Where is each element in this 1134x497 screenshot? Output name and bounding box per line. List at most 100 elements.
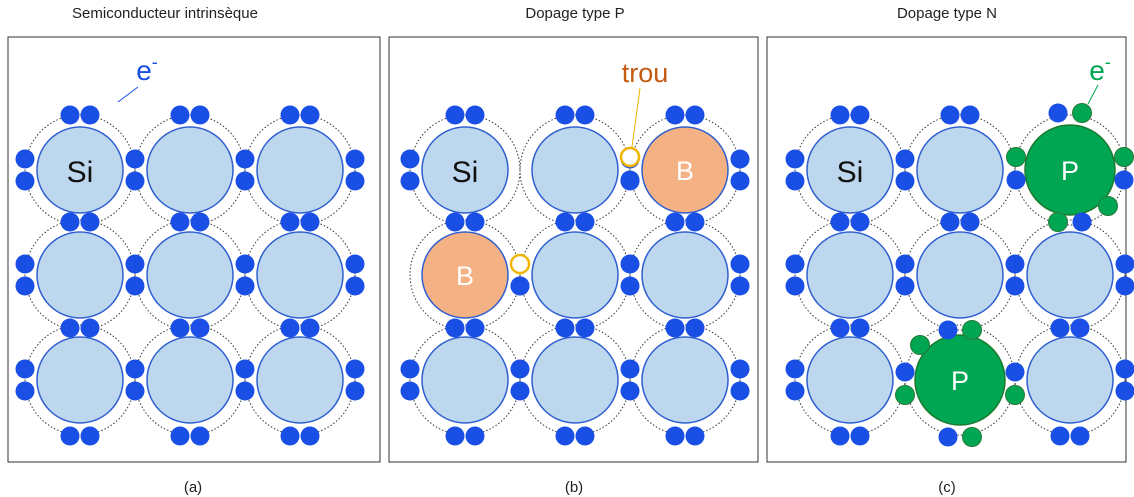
electron — [400, 171, 420, 191]
electron — [620, 276, 640, 296]
electron — [1115, 276, 1134, 296]
electron — [575, 105, 595, 125]
electron — [15, 381, 35, 401]
electron-label: e- — [136, 52, 158, 86]
electron — [785, 171, 805, 191]
electron — [895, 276, 915, 296]
electron — [730, 359, 750, 379]
orbit — [1014, 219, 1126, 331]
electron — [60, 426, 80, 446]
panel-frame — [766, 36, 1127, 463]
electron — [685, 318, 705, 338]
electron — [1006, 147, 1026, 167]
atom — [531, 126, 619, 214]
electron — [465, 318, 485, 338]
electron — [938, 320, 958, 340]
electron — [190, 318, 210, 338]
electron — [1048, 212, 1068, 232]
electron — [1048, 103, 1068, 123]
electron — [510, 276, 530, 296]
electron — [445, 212, 465, 232]
electron — [785, 149, 805, 169]
atom — [256, 336, 344, 424]
atom — [1026, 231, 1114, 319]
atom — [806, 336, 894, 424]
electron — [1005, 362, 1025, 382]
electron — [235, 149, 255, 169]
electron — [60, 212, 80, 232]
electron — [730, 171, 750, 191]
electron — [235, 171, 255, 191]
atom — [421, 126, 509, 214]
panel-caption: (b) — [565, 479, 583, 496]
electron — [1115, 381, 1134, 401]
electron-symbol: e — [1089, 55, 1105, 86]
orbit — [629, 219, 741, 331]
hole — [509, 253, 531, 275]
electron — [960, 105, 980, 125]
electron — [895, 385, 915, 405]
electron — [170, 212, 190, 232]
electron — [170, 105, 190, 125]
electron — [125, 381, 145, 401]
pointer — [1087, 84, 1099, 105]
electron — [1115, 359, 1134, 379]
electron — [1006, 170, 1026, 190]
electron — [940, 212, 960, 232]
electron — [575, 318, 595, 338]
panel-frame — [7, 36, 381, 463]
electron — [575, 426, 595, 446]
electron — [15, 149, 35, 169]
electron — [1070, 318, 1090, 338]
atom — [531, 336, 619, 424]
electron — [685, 426, 705, 446]
electron — [685, 105, 705, 125]
electron — [555, 318, 575, 338]
electron — [785, 359, 805, 379]
electron — [345, 171, 365, 191]
orbit — [244, 219, 356, 331]
electron — [1005, 254, 1025, 274]
electron — [465, 105, 485, 125]
atom-label: Si — [452, 156, 479, 189]
electron — [555, 105, 575, 125]
dopant-label: P — [1061, 156, 1079, 186]
electron — [1050, 426, 1070, 446]
orbit — [244, 324, 356, 436]
orbit — [629, 114, 741, 226]
electron — [685, 212, 705, 232]
atom — [806, 231, 894, 319]
electron — [665, 318, 685, 338]
atom — [146, 231, 234, 319]
electron — [938, 427, 958, 447]
electron — [510, 359, 530, 379]
electron — [1072, 103, 1092, 123]
electron — [345, 381, 365, 401]
electron — [235, 381, 255, 401]
atom — [806, 126, 894, 214]
electron — [830, 105, 850, 125]
electron — [895, 254, 915, 274]
electron — [60, 318, 80, 338]
electron — [80, 426, 100, 446]
panel-title: Semiconducteur intrinsèque — [72, 5, 258, 22]
dopant-label: B — [676, 156, 694, 186]
electron — [300, 212, 320, 232]
electron — [555, 426, 575, 446]
electron — [830, 426, 850, 446]
electron — [80, 105, 100, 125]
hole-label: trou — [622, 58, 669, 88]
electron — [1005, 385, 1025, 405]
atom — [1024, 124, 1116, 216]
electron — [235, 359, 255, 379]
electron — [730, 254, 750, 274]
electron — [125, 254, 145, 274]
electron — [345, 254, 365, 274]
electron — [15, 359, 35, 379]
electron — [665, 105, 685, 125]
atom — [256, 126, 344, 214]
electron — [400, 359, 420, 379]
atom — [1026, 336, 1114, 424]
atom — [36, 336, 124, 424]
electron — [510, 381, 530, 401]
